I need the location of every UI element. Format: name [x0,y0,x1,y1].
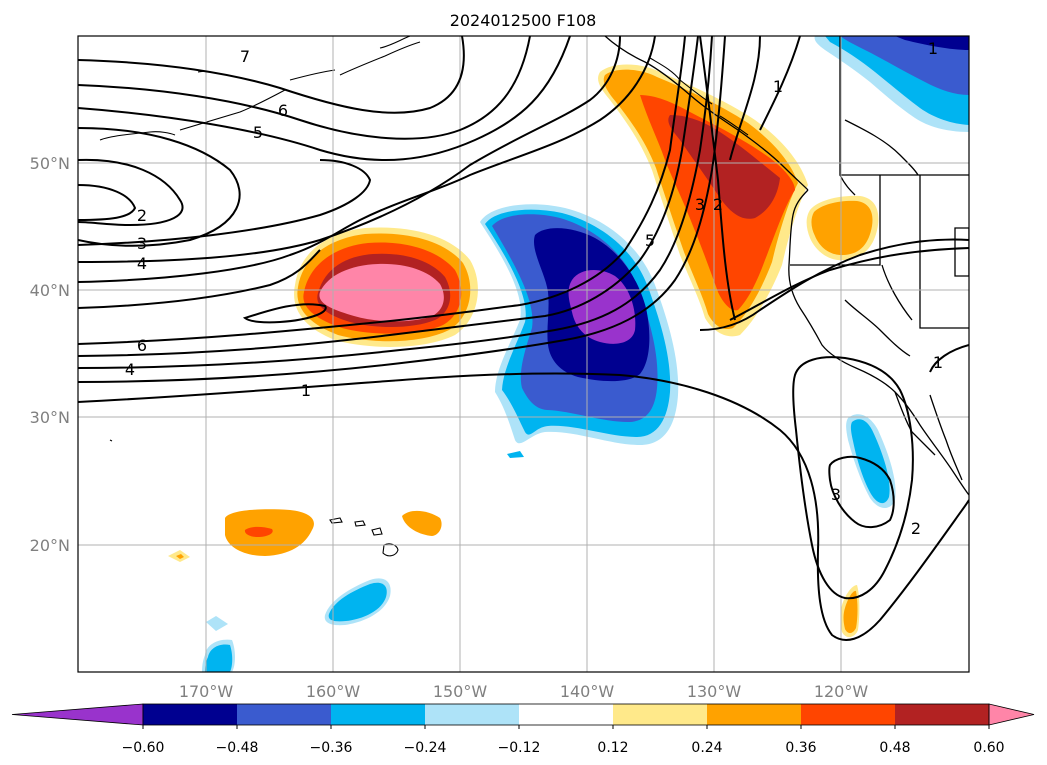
lon-label-150w: 150°W [433,682,488,701]
colorbar-tick-label: −0.12 [498,740,541,756]
contour-label: 1 [301,381,311,400]
contour-label: 2 [137,206,147,225]
colorbar-segment [237,704,332,725]
colorbar-tick-label: −0.24 [404,740,447,756]
contour-label: 1 [773,77,783,96]
lon-label-140w: 140°W [560,682,615,701]
lon-label-130w: 130°W [687,682,742,701]
colorbar-segment [425,704,520,725]
contour-label: 2 [911,519,921,538]
colorbar-tick-label: −0.48 [216,740,259,756]
contour-label: 7 [240,47,250,66]
lat-label-50n: 50°N [30,154,70,173]
colorbar-tick-label: 0.60 [973,740,1004,756]
contour-label: 5 [253,123,263,142]
colorbar-frame [142,703,990,726]
colorbar-tick-label: −0.36 [310,740,353,756]
map-frame [77,35,970,673]
longitude-labels: 170°W 160°W 150°W 140°W 130°W 120°W [179,682,869,701]
lon-label-160w: 160°W [306,682,361,701]
colorbar-extend-left [11,703,144,726]
contour-label: 1 [928,39,938,58]
contour-label: 6 [137,336,147,355]
colorbar-segment [613,704,708,725]
contour-label: 4 [125,360,135,379]
contour-label: 3 [831,485,841,504]
colorbar-tick-label: −0.60 [122,740,165,756]
latitude-labels: 50°N 40°N 30°N 20°N [30,154,70,555]
lat-label-40n: 40°N [30,281,70,300]
shading-pink-high [294,227,478,347]
lon-label-170w: 170°W [179,682,234,701]
figure-title: 2024012500 F108 [450,11,597,30]
contour-label: 1 [933,353,943,372]
lat-label-30n: 30°N [30,408,70,427]
contour-label: 3 [695,195,705,214]
colorbar-segment [895,704,990,725]
colorbar-segment [801,704,896,725]
contour-label: 3 [137,234,147,253]
shading-small-patches [168,36,969,672]
colorbar-extend-right [988,703,1035,726]
colorbar-tick-label: 0.48 [879,740,910,756]
contour-label: 5 [645,231,655,250]
colorbar-segment [519,704,614,725]
shading-blue-low [480,204,679,445]
contour-label: 4 [137,254,147,273]
colorbar-segment [143,704,238,725]
lon-label-120w: 120°W [814,682,869,701]
lat-label-20n: 20°N [30,536,70,555]
contour-label: 2 [713,195,723,214]
contour-label: 6 [278,101,288,120]
contour-label-group: 7 6 5 2 3 4 6 4 1 5 3 2 1 1 3 2 1 [125,39,943,538]
colorbar-segment [331,704,426,725]
colorbar-tick-label: 0.12 [597,740,628,756]
contour-lines [78,36,969,641]
colorbar-tick-label: 0.36 [785,740,816,756]
shading-coast-high [598,64,808,337]
colorbar-tick-label: 0.24 [691,740,722,756]
colorbar: −0.60 −0.48 −0.36 −0.24 −0.12 0.12 0.24 0.36 0.4… [11,703,1035,756]
map-content: 7 6 5 2 3 4 6 4 1 5 3 2 1 1 3 2 1 [78,36,969,672]
colorbar-segment [707,704,802,725]
